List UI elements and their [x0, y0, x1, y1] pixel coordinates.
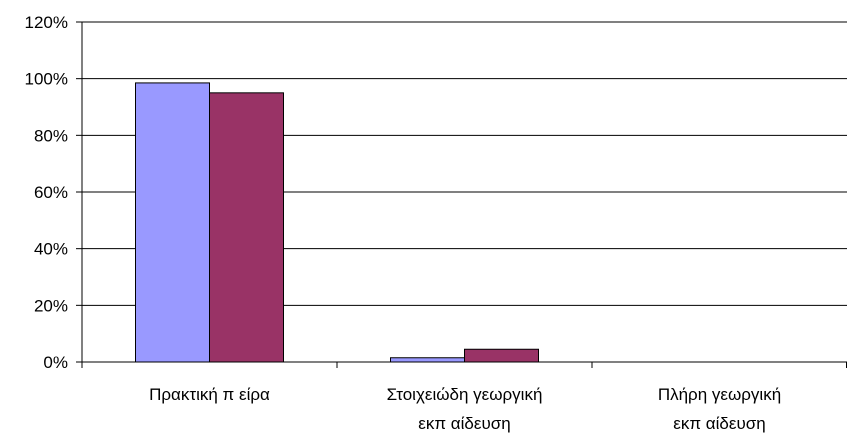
bar: [390, 357, 465, 363]
axes: [76, 21, 847, 368]
x-category-labels: Πρακτική π είρα Στοιχειώδη γεωργική εκπ αί…: [149, 385, 781, 433]
x-category-label: Πρακτική π είρα: [149, 385, 270, 404]
y-tick-label: 20%: [34, 296, 68, 315]
bars: [135, 82, 539, 363]
y-tick-label: 80%: [34, 126, 68, 145]
y-tick-label: 100%: [25, 70, 68, 89]
x-category-label: Πλήρη γεωργική: [658, 385, 781, 404]
y-tick-label: 60%: [34, 183, 68, 202]
y-tick-label: 40%: [34, 240, 68, 259]
y-tick-label: 120%: [25, 13, 68, 32]
bar: [464, 348, 539, 363]
y-tick-label: 0%: [43, 353, 68, 372]
x-category-label: εκπ αίδευση: [418, 414, 510, 433]
bar: [209, 92, 284, 363]
bar: [135, 82, 210, 363]
x-category-label: Στοιχειώδη γεωργική: [387, 385, 543, 404]
x-category-label: εκπ αίδευση: [673, 414, 765, 433]
y-tick-labels: 0% 20% 40% 60% 80% 100% 120%: [25, 13, 68, 372]
